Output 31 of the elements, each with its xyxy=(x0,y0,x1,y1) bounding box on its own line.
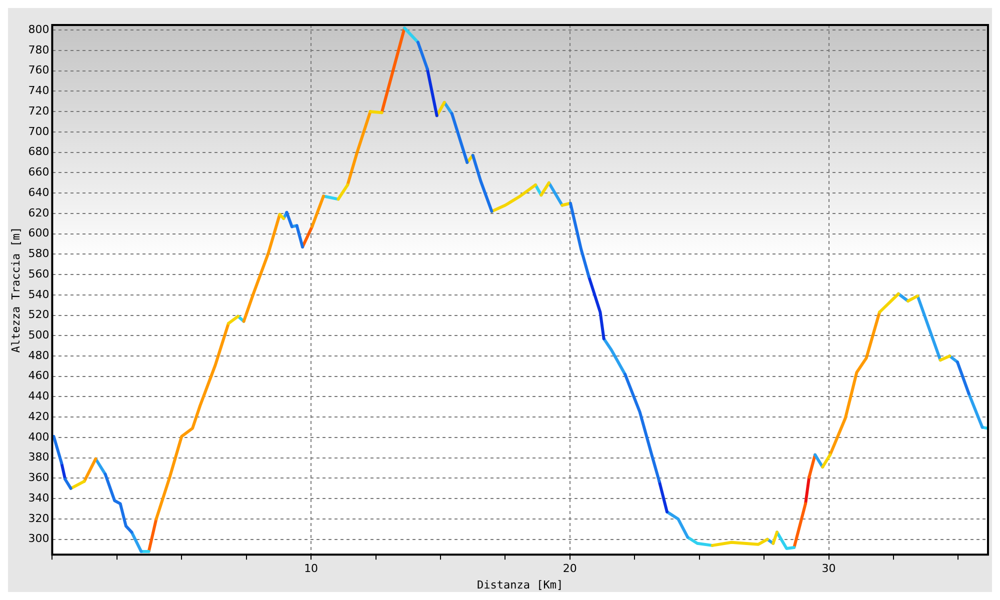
y-tick-label: 780 xyxy=(28,43,50,56)
y-tick-label: 320 xyxy=(28,512,50,525)
y-tick-label: 640 xyxy=(28,186,50,199)
y-tick-label: 380 xyxy=(28,450,50,464)
y-tick-label: 680 xyxy=(28,145,50,158)
y-tick-label: 620 xyxy=(28,206,50,220)
x-tick-label: 10 xyxy=(304,562,318,576)
x-tick-label: 30 xyxy=(822,562,836,576)
y-tick-label: 540 xyxy=(28,288,50,301)
y-tick-label: 700 xyxy=(28,124,50,138)
y-tick-label: 560 xyxy=(28,267,50,280)
y-tick-label: 400 xyxy=(28,430,50,444)
y-tick-label: 460 xyxy=(28,369,50,382)
y-tick-label: 360 xyxy=(28,471,50,484)
y-tick-label: 800 xyxy=(28,22,50,36)
y-tick-label: 600 xyxy=(28,226,50,240)
x-tick-label: 20 xyxy=(562,562,577,576)
y-tick-label: 420 xyxy=(28,410,50,423)
y-tick-label: 740 xyxy=(28,84,50,98)
y-tick-label: 660 xyxy=(28,166,50,179)
y-tick-label: 500 xyxy=(28,328,50,342)
y-tick-label: 580 xyxy=(28,247,50,260)
y-tick-label: 340 xyxy=(28,491,50,504)
y-tick-label: 720 xyxy=(28,104,50,118)
y-axis-title: Altezza Traccia [m] xyxy=(9,226,22,353)
y-tick-label: 440 xyxy=(28,390,50,403)
y-tick-label: 760 xyxy=(28,64,50,77)
y-tick-label: 520 xyxy=(28,308,50,322)
y-tick-label: 300 xyxy=(28,532,50,546)
y-tick-label: 480 xyxy=(28,348,50,362)
x-axis-title: Distanza [Km] xyxy=(477,578,564,592)
